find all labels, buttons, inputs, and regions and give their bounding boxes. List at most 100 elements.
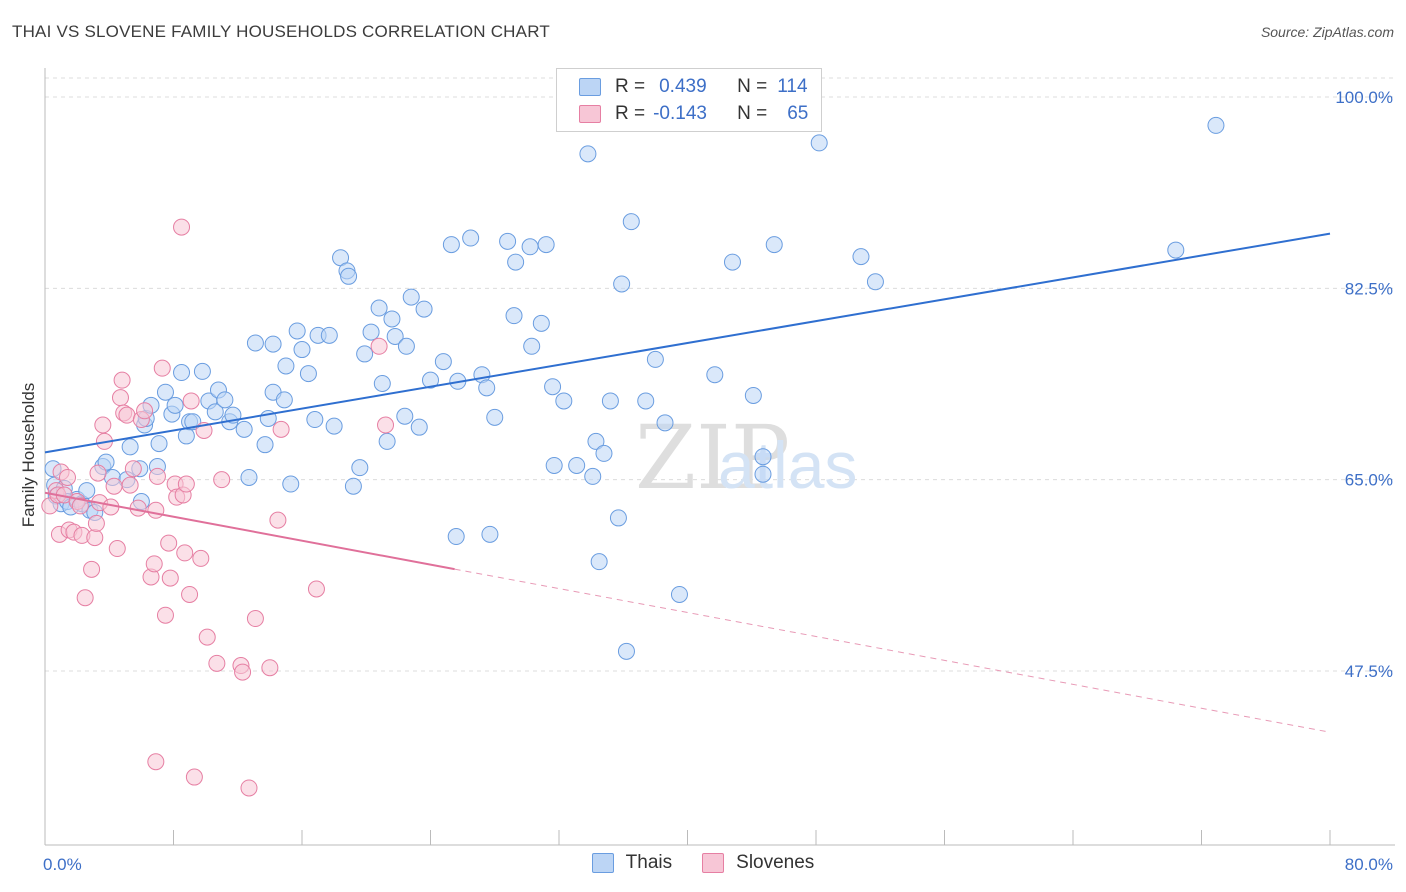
chart-title: THAI VS SLOVENE FAMILY HOUSEHOLDS CORREL…	[12, 22, 550, 41]
legend-r-value: 0.439	[659, 76, 707, 97]
data-point-thais	[486, 408, 504, 426]
data-point-slovenes	[272, 420, 290, 438]
data-point-thais	[256, 436, 274, 454]
data-point-thais	[670, 585, 688, 603]
trend-lines	[44, 232, 1331, 733]
data-point-slovenes	[213, 471, 231, 489]
trend-line-slovenes	[44, 491, 455, 571]
data-point-thais	[246, 334, 264, 352]
data-point-slovenes	[370, 337, 388, 355]
data-point-thais	[754, 465, 772, 483]
legend-label-thais: Thais	[625, 852, 673, 873]
legend-r-label: R =	[615, 103, 646, 124]
data-point-thais	[193, 362, 211, 380]
data-point-thais	[78, 482, 96, 500]
data-point-thais	[299, 365, 317, 383]
data-point-thais	[587, 432, 605, 450]
data-point-slovenes	[181, 585, 199, 603]
data-point-thais	[579, 145, 597, 163]
data-point-slovenes	[147, 753, 165, 771]
data-point-slovenes	[192, 549, 210, 567]
data-point-thais	[852, 248, 870, 266]
data-point-slovenes	[71, 497, 89, 515]
data-point-thais	[415, 300, 433, 318]
data-point-thais	[537, 236, 555, 254]
data-point-slovenes	[234, 663, 252, 681]
data-point-thais	[370, 299, 388, 317]
data-point-thais	[386, 327, 404, 345]
stats-legend: R = 0.439 N = 114 R = -0.143 N = 65	[556, 68, 822, 132]
data-point-thais	[402, 288, 420, 306]
legend-item-slovenes[interactable]: Slovenes	[702, 852, 814, 874]
data-point-thais	[555, 392, 573, 410]
data-point-thais	[545, 456, 563, 474]
data-point-thais	[150, 435, 168, 453]
data-point-slovenes	[136, 402, 154, 420]
data-point-thais	[590, 553, 608, 571]
data-point-thais	[396, 407, 414, 425]
data-point-thais	[568, 456, 586, 474]
data-point-thais	[235, 420, 253, 438]
legend-n-value: 114	[777, 76, 808, 97]
legend-n-label: N =	[737, 103, 768, 124]
series-legend: Thais Slovenes	[0, 852, 1406, 874]
data-point-thais	[216, 391, 234, 409]
data-point-slovenes	[153, 359, 171, 377]
data-point-thais	[617, 642, 635, 660]
x-tick-label: 0.0%	[43, 855, 82, 874]
data-point-thais	[166, 396, 184, 414]
data-point-slovenes	[148, 467, 166, 485]
y-tick-label: 65.0%	[1345, 471, 1393, 490]
data-point-slovenes	[156, 606, 174, 624]
data-point-thais	[499, 232, 517, 250]
data-point-thais	[356, 345, 374, 363]
data-point-thais	[646, 350, 664, 368]
data-point-slovenes	[124, 460, 142, 478]
data-point-thais	[277, 357, 295, 375]
data-point-thais	[410, 418, 428, 436]
legend-row-thais: R = 0.439 N = 114	[579, 75, 808, 99]
y-tick-label: 82.5%	[1345, 279, 1393, 298]
data-point-thais	[173, 364, 191, 382]
data-point-slovenes	[76, 589, 94, 607]
data-point-thais	[275, 391, 293, 409]
data-point-slovenes	[108, 540, 126, 558]
data-point-thais	[478, 379, 496, 397]
data-point-thais	[613, 275, 631, 293]
data-point-slovenes	[83, 560, 101, 578]
trend-line-slovenes-extrapolated	[454, 568, 1331, 733]
data-point-slovenes	[185, 768, 203, 786]
data-point-thais	[523, 337, 541, 355]
data-point-thais	[532, 314, 550, 332]
y-tick-label: 47.5%	[1345, 662, 1393, 681]
data-point-slovenes	[161, 569, 179, 587]
data-point-slovenes	[240, 779, 258, 797]
data-point-thais	[121, 438, 139, 456]
data-point-thais	[264, 335, 282, 353]
data-point-thais	[206, 403, 224, 421]
data-point-slovenes	[87, 514, 105, 532]
data-point-slovenes	[145, 555, 163, 573]
data-point-thais	[505, 307, 523, 325]
legend-item-thais[interactable]: Thais	[591, 852, 673, 874]
data-point-slovenes	[176, 544, 194, 562]
data-point-thais	[1207, 116, 1225, 134]
source-credit: Source: ZipAtlas.com	[1260, 24, 1394, 40]
tick-labels: 47.5% 65.0% 82.5% 100.0% 0.0% 80.0%	[43, 88, 1393, 874]
data-point-thais	[340, 267, 358, 285]
legend-n-value: 65	[787, 103, 809, 124]
data-point-thais	[320, 326, 338, 344]
data-point-thais	[601, 392, 619, 410]
legend-label-slovenes: Slovenes	[736, 852, 815, 873]
legend-row-slovenes: R = -0.143 N = 65	[579, 102, 808, 126]
data-point-slovenes	[177, 475, 195, 493]
data-point-thais	[544, 378, 562, 396]
data-point-slovenes	[377, 416, 395, 434]
x-tick-label: 80.0%	[1345, 855, 1393, 874]
data-point-thais	[240, 468, 258, 486]
data-point-slovenes	[147, 501, 165, 519]
legend-n-label: N =	[737, 76, 768, 97]
data-point-thais	[521, 238, 539, 256]
data-point-thais	[282, 475, 300, 493]
data-point-thais	[434, 353, 452, 371]
